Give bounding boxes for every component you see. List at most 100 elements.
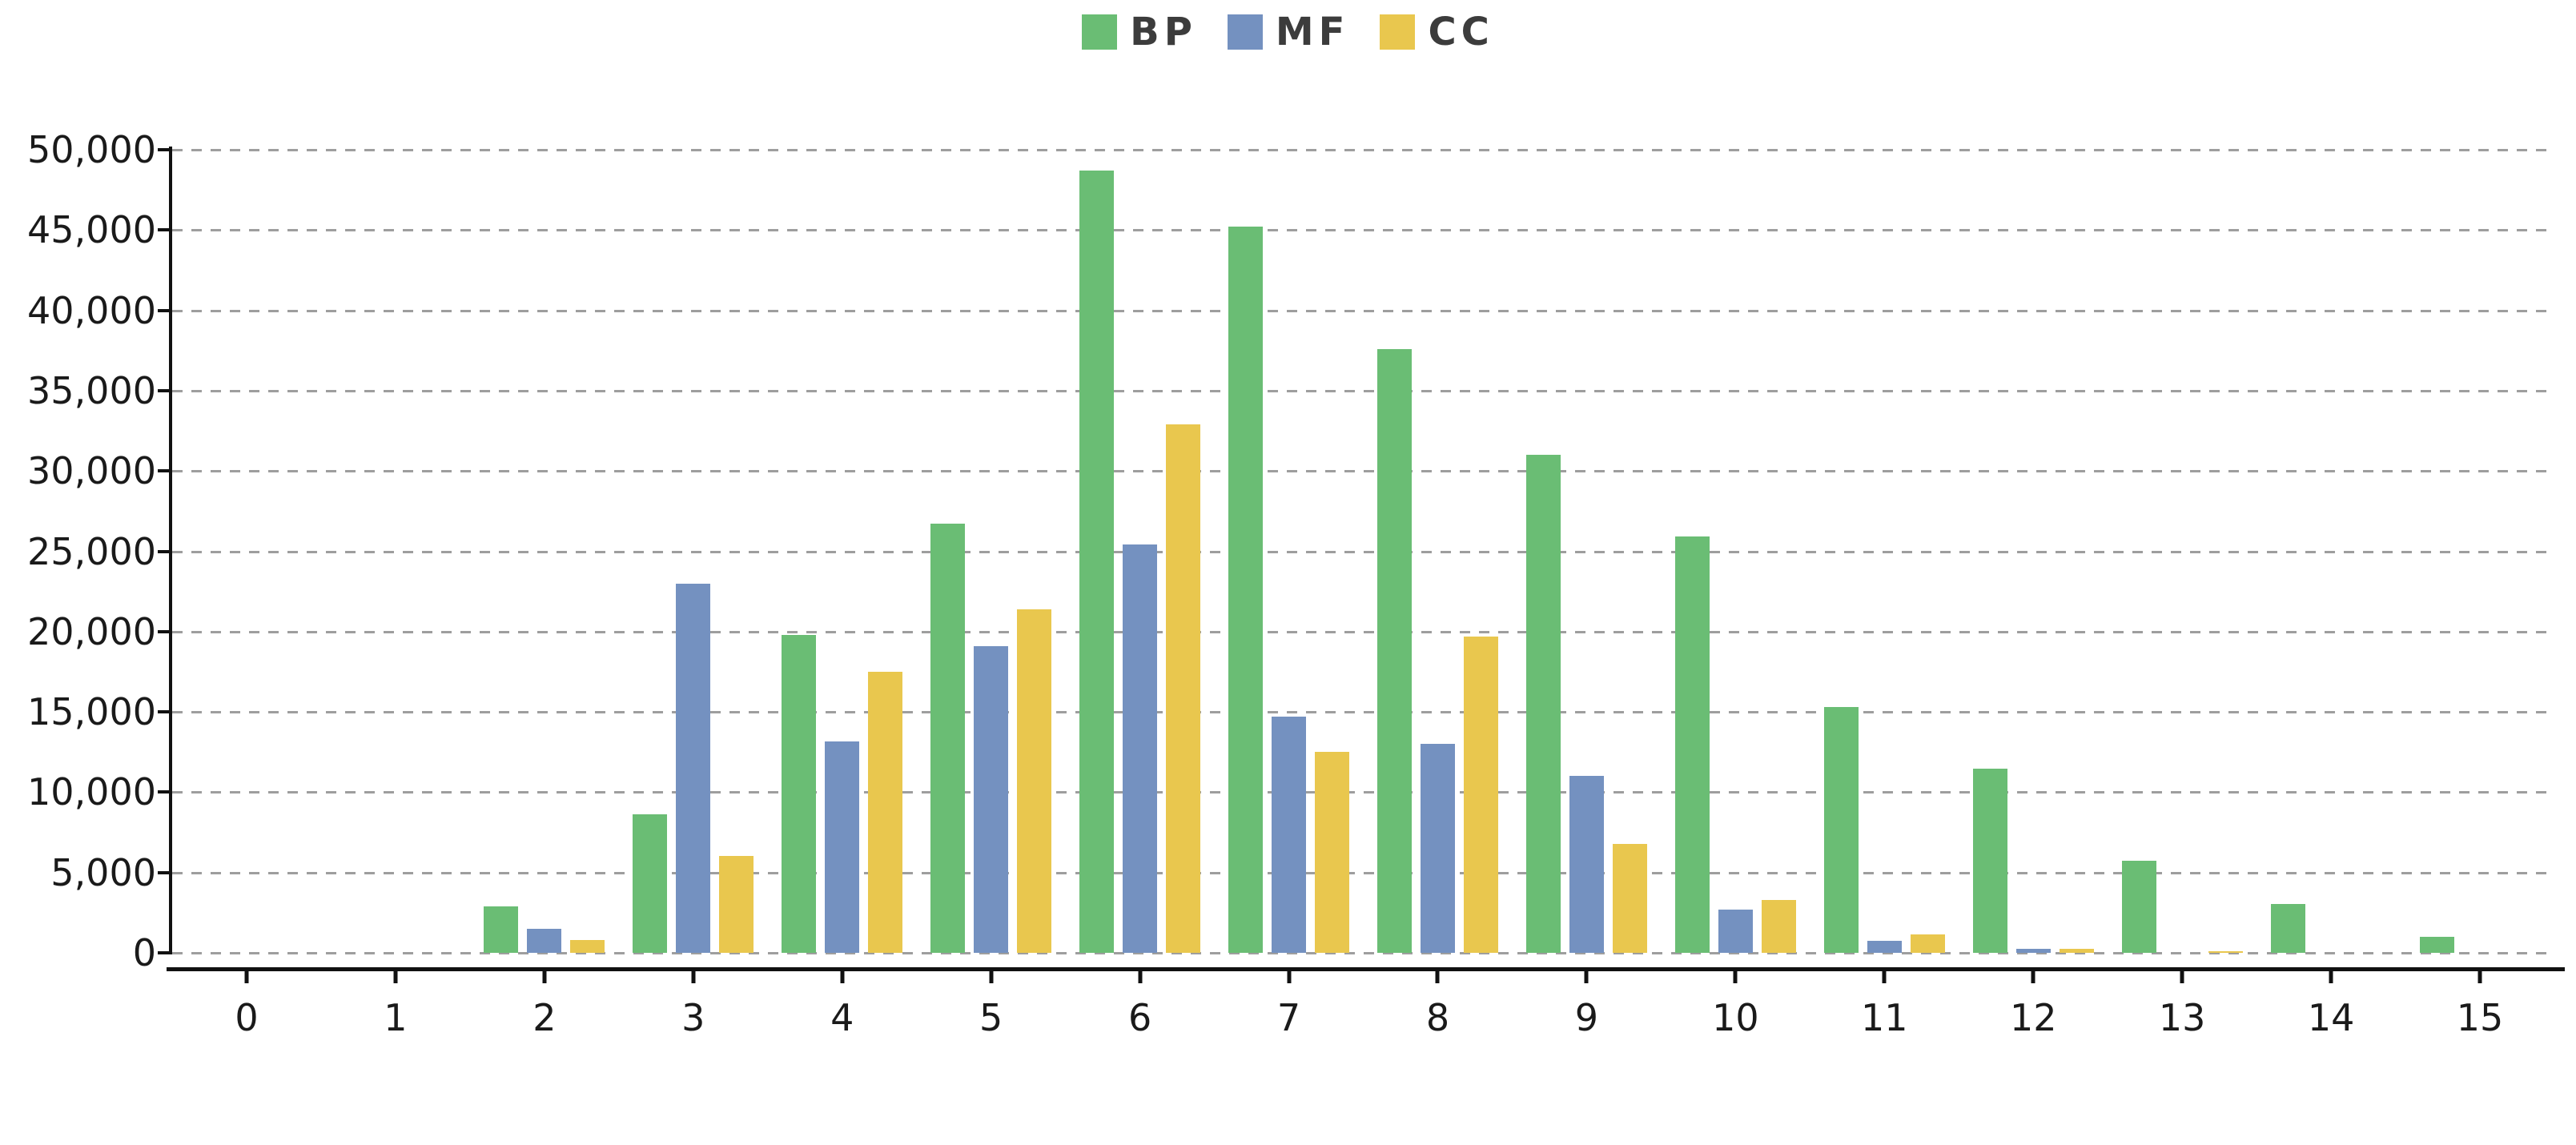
bar-mf-6 <box>1123 544 1158 953</box>
legend-item-cc: CC <box>1380 13 1493 51</box>
x-tick-9 <box>1584 971 1589 983</box>
gridline-20000 <box>172 630 2554 633</box>
gridline-25000 <box>172 550 2554 553</box>
x-tick-2 <box>542 971 547 983</box>
x-tick-0 <box>244 971 249 983</box>
bar-bp-11 <box>1823 707 1859 953</box>
y-tick-label-0: 0 <box>132 931 156 974</box>
bar-mf-9 <box>1569 776 1604 953</box>
y-tick-10000 <box>158 790 169 794</box>
x-tick-label-13: 13 <box>2158 996 2206 1039</box>
x-tick-label-0: 0 <box>235 996 259 1039</box>
y-tick-label-40000: 40,000 <box>27 288 156 332</box>
bar-cc-8 <box>1463 636 1498 953</box>
gridline-35000 <box>172 389 2554 392</box>
x-tick-label-6: 6 <box>1127 996 1152 1039</box>
bar-mf-11 <box>1867 940 1902 953</box>
x-axis-line <box>167 967 2565 971</box>
y-tick-15000 <box>158 710 169 714</box>
bar-mf-2 <box>527 928 562 953</box>
gridline-45000 <box>172 229 2554 232</box>
bar-group-4 <box>768 150 917 953</box>
x-tick-15 <box>2478 971 2482 983</box>
x-tick-6 <box>1138 971 1143 983</box>
gridline-0 <box>172 952 2554 954</box>
x-tick-14 <box>2329 971 2333 983</box>
bar-group-15 <box>2405 150 2554 953</box>
bar-cc-9 <box>1612 843 1647 953</box>
y-tick-label-25000: 25,000 <box>27 529 156 573</box>
y-tick-50000 <box>158 148 169 151</box>
gridline-50000 <box>172 149 2554 151</box>
bar-group-13 <box>2108 150 2257 953</box>
x-tick-label-12: 12 <box>2009 996 2057 1039</box>
bar-cc-13 <box>2208 951 2243 953</box>
bar-group-9 <box>1512 150 1661 953</box>
bar-cc-6 <box>1166 424 1201 953</box>
legend-item-mf: MF <box>1227 10 1350 54</box>
bar-series-container <box>172 150 2554 953</box>
legend-label-bp: BP <box>1130 10 1197 54</box>
gridline-10000 <box>172 791 2554 794</box>
bar-group-12 <box>1959 150 2108 953</box>
bar-group-11 <box>1810 150 1959 953</box>
y-tick-label-35000: 35,000 <box>27 368 156 412</box>
legend-label-mf: MF <box>1275 10 1350 54</box>
y-tick-0 <box>158 951 169 954</box>
x-tick-label-14: 14 <box>2307 996 2355 1039</box>
chart-legend: BP MF CC <box>0 13 2576 51</box>
bar-bp-5 <box>930 524 966 953</box>
y-tick-35000 <box>158 388 169 392</box>
bar-group-6 <box>1066 150 1215 953</box>
gridline-5000 <box>172 871 2554 874</box>
y-tick-45000 <box>158 228 169 232</box>
bar-bp-10 <box>1674 536 1710 953</box>
gridline-30000 <box>172 470 2554 473</box>
legend-swatch-mf-icon <box>1227 14 1263 50</box>
y-tick-30000 <box>158 469 169 473</box>
x-tick-label-11: 11 <box>1861 996 1908 1039</box>
bar-bp-2 <box>484 906 519 953</box>
bar-cc-12 <box>2059 949 2094 953</box>
x-tick-label-4: 4 <box>830 996 854 1039</box>
bar-cc-11 <box>1910 934 1945 953</box>
bar-bp-4 <box>782 634 817 953</box>
bar-bp-14 <box>2270 903 2305 953</box>
bar-bp-13 <box>2121 860 2156 953</box>
x-tick-8 <box>1435 971 1440 983</box>
y-tick-label-50000: 50,000 <box>27 128 156 171</box>
y-tick-40000 <box>158 308 169 312</box>
y-tick-label-20000: 20,000 <box>27 609 156 653</box>
x-tick-3 <box>691 971 696 983</box>
bar-cc-2 <box>570 939 605 953</box>
bar-group-5 <box>917 150 1066 953</box>
bar-cc-3 <box>719 855 754 953</box>
y-tick-label-5000: 5,000 <box>50 850 156 894</box>
bar-group-1 <box>321 150 470 953</box>
y-tick-label-10000: 10,000 <box>27 770 156 814</box>
bar-bp-15 <box>2419 936 2454 953</box>
x-tick-5 <box>989 971 994 983</box>
x-tick-label-10: 10 <box>1712 996 1759 1039</box>
y-tick-25000 <box>158 549 169 553</box>
x-tick-label-9: 9 <box>1574 996 1599 1039</box>
bar-cc-5 <box>1017 609 1052 953</box>
x-tick-label-2: 2 <box>532 996 557 1039</box>
bar-group-8 <box>1364 150 1513 953</box>
bar-bp-3 <box>633 814 668 953</box>
legend-item-bp: BP <box>1082 13 1197 51</box>
gridline-15000 <box>172 711 2554 714</box>
x-tick-label-7: 7 <box>1276 996 1301 1039</box>
bar-bp-12 <box>1972 769 2007 953</box>
bar-bp-8 <box>1376 348 1412 953</box>
x-tick-12 <box>2031 971 2035 983</box>
bar-mf-12 <box>2015 949 2051 953</box>
x-tick-label-8: 8 <box>1425 996 1450 1039</box>
bar-group-10 <box>1661 150 1810 953</box>
x-tick-10 <box>1733 971 1738 983</box>
x-tick-label-1: 1 <box>384 996 408 1039</box>
legend-swatch-bp-icon <box>1082 14 1118 50</box>
bar-group-0 <box>172 150 321 953</box>
plot-area <box>158 147 2554 954</box>
